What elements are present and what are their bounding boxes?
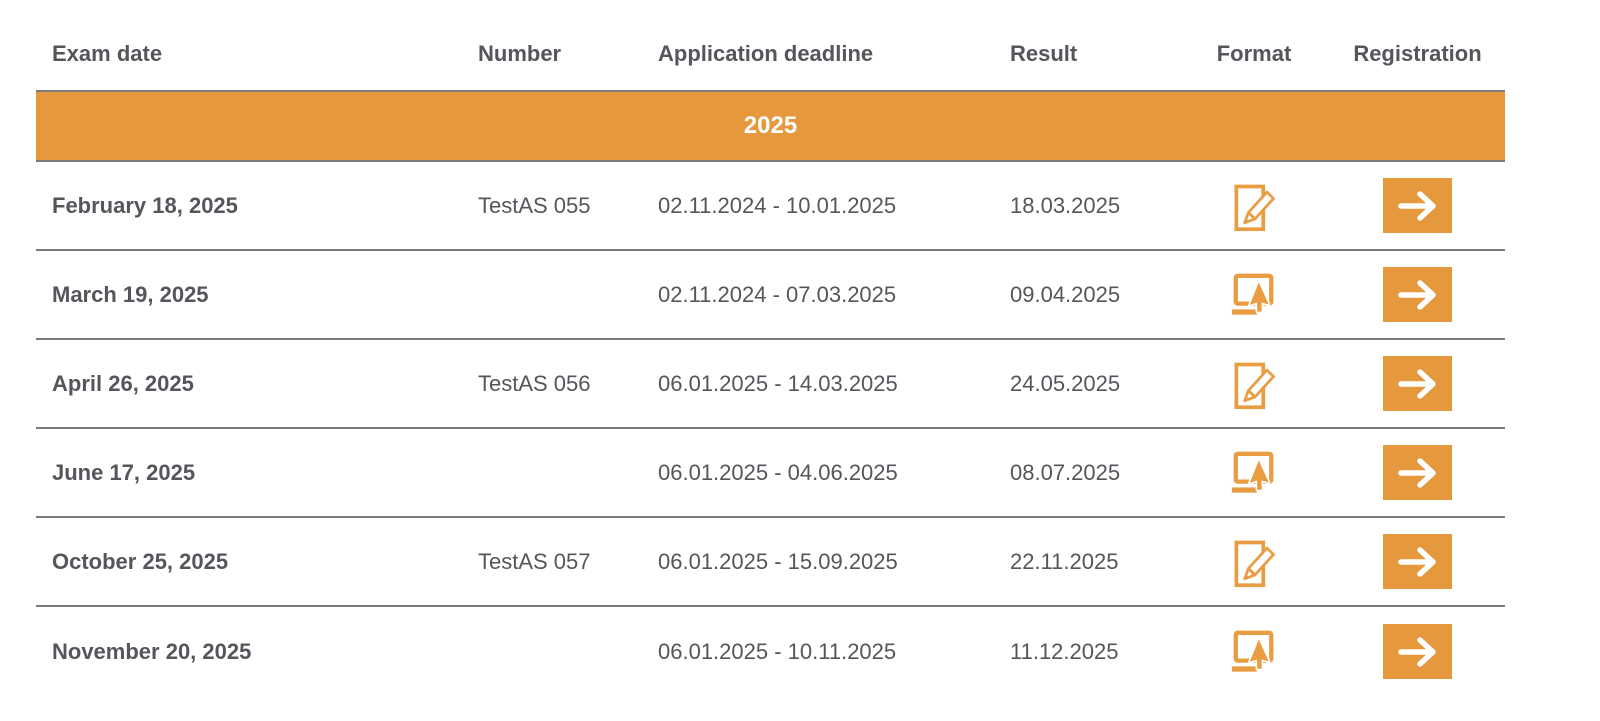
exam-date-cell: March 19, 2025 bbox=[52, 281, 209, 307]
column-header-registration: Registration bbox=[1353, 41, 1482, 66]
paper-pencil-icon bbox=[1232, 358, 1276, 410]
digital-exam-icon bbox=[1230, 449, 1278, 497]
arrow-right-icon bbox=[1397, 279, 1436, 310]
arrow-right-icon bbox=[1397, 457, 1436, 488]
arrow-right-icon bbox=[1397, 546, 1436, 577]
column-header-application-deadline: Application deadline bbox=[658, 41, 874, 66]
application-deadline-cell: 02.11.2024 - 10.01.2025 bbox=[658, 192, 897, 218]
arrow-right-icon bbox=[1397, 636, 1436, 667]
exam-date-cell: February 18, 2025 bbox=[52, 192, 238, 218]
registration-button[interactable] bbox=[1383, 178, 1452, 233]
arrow-right-icon bbox=[1397, 190, 1436, 221]
column-header-result: Result bbox=[1010, 41, 1078, 66]
registration-button[interactable] bbox=[1383, 356, 1452, 411]
table-row: April 26, 2025 TestAS 056 06.01.2025 - 1… bbox=[36, 340, 1505, 429]
registration-cell bbox=[1330, 356, 1505, 411]
registration-cell bbox=[1330, 267, 1505, 322]
paper-pencil-icon bbox=[1232, 180, 1276, 232]
registration-cell bbox=[1330, 534, 1505, 589]
result-cell: 08.07.2025 bbox=[1010, 459, 1121, 485]
result-cell: 22.11.2025 bbox=[1010, 548, 1119, 574]
column-header-format: Format bbox=[1216, 41, 1292, 66]
table-row: November 20, 2025 06.01.2025 - 10.11.202… bbox=[36, 607, 1505, 707]
registration-cell bbox=[1330, 178, 1505, 233]
year-label: 2025 bbox=[743, 112, 798, 139]
format-cell bbox=[1178, 449, 1330, 497]
registration-button[interactable] bbox=[1383, 445, 1452, 500]
application-deadline-cell: 06.01.2025 - 14.03.2025 bbox=[658, 370, 898, 396]
paper-pencil-icon bbox=[1232, 536, 1276, 588]
table-row: March 19, 2025 02.11.2024 - 07.03.2025 0… bbox=[36, 251, 1505, 340]
digital-exam-icon bbox=[1230, 271, 1278, 319]
format-cell bbox=[1178, 180, 1330, 232]
result-cell: 18.03.2025 bbox=[1010, 192, 1121, 218]
result-cell: 09.04.2025 bbox=[1010, 281, 1121, 307]
result-cell: 11.12.2025 bbox=[1010, 638, 1119, 664]
exam-schedule-table: Exam date Number Application deadline Re… bbox=[36, 0, 1505, 707]
table-row: June 17, 2025 06.01.2025 - 04.06.2025 08… bbox=[36, 429, 1505, 518]
format-cell bbox=[1178, 536, 1330, 588]
arrow-right-icon bbox=[1397, 368, 1436, 399]
table-body: February 18, 2025 TestAS 055 02.11.2024 … bbox=[36, 162, 1505, 707]
application-deadline-cell: 06.01.2025 - 10.11.2025 bbox=[658, 638, 897, 664]
exam-date-cell: April 26, 2025 bbox=[52, 370, 194, 396]
registration-cell bbox=[1330, 445, 1505, 500]
registration-button[interactable] bbox=[1383, 267, 1452, 322]
application-deadline-cell: 06.01.2025 - 04.06.2025 bbox=[658, 459, 898, 485]
column-header-number: Number bbox=[478, 41, 562, 66]
registration-button[interactable] bbox=[1383, 624, 1452, 679]
registration-cell bbox=[1330, 624, 1505, 679]
registration-button[interactable] bbox=[1383, 534, 1452, 589]
number-cell: TestAS 057 bbox=[478, 548, 591, 574]
exam-date-cell: June 17, 2025 bbox=[52, 459, 196, 485]
format-cell bbox=[1178, 628, 1330, 676]
table-row: October 25, 2025 TestAS 057 06.01.2025 -… bbox=[36, 518, 1505, 607]
exam-date-cell: November 20, 2025 bbox=[52, 638, 252, 664]
format-cell bbox=[1178, 271, 1330, 319]
table-row: February 18, 2025 TestAS 055 02.11.2024 … bbox=[36, 162, 1505, 251]
format-cell bbox=[1178, 358, 1330, 410]
year-section-header: 2025 bbox=[36, 92, 1505, 162]
application-deadline-cell: 06.01.2025 - 15.09.2025 bbox=[658, 548, 898, 574]
application-deadline-cell: 02.11.2024 - 07.03.2025 bbox=[658, 281, 897, 307]
number-cell: TestAS 055 bbox=[478, 192, 591, 218]
exam-date-cell: October 25, 2025 bbox=[52, 548, 229, 574]
number-cell: TestAS 056 bbox=[478, 370, 591, 396]
column-header-exam-date: Exam date bbox=[52, 41, 163, 66]
digital-exam-icon bbox=[1230, 628, 1278, 676]
result-cell: 24.05.2025 bbox=[1010, 370, 1121, 396]
table-header-row: Exam date Number Application deadline Re… bbox=[36, 0, 1505, 92]
